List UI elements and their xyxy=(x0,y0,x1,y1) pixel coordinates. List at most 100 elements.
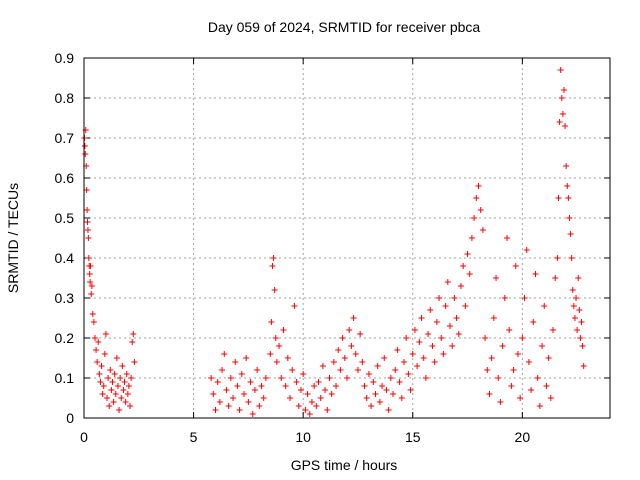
data-point xyxy=(125,383,132,389)
data-point xyxy=(508,383,515,389)
data-point xyxy=(482,335,489,341)
data-point xyxy=(539,343,546,349)
data-point xyxy=(390,391,397,397)
data-point xyxy=(273,359,280,365)
data-point xyxy=(563,163,570,169)
data-point xyxy=(297,387,304,393)
data-point xyxy=(128,375,135,381)
data-point xyxy=(130,331,137,337)
data-point xyxy=(317,395,324,401)
data-point xyxy=(490,315,497,321)
data-point xyxy=(90,319,97,325)
x-axis-ticks: 0 5 10 15 20 xyxy=(80,58,530,445)
data-point xyxy=(530,319,537,325)
data-point xyxy=(560,87,567,93)
data-point xyxy=(88,291,95,297)
data-point xyxy=(127,403,134,409)
data-point xyxy=(101,351,108,357)
data-point xyxy=(270,255,277,261)
data-point xyxy=(368,403,375,409)
y-tick-label: 0.6 xyxy=(55,170,75,186)
data-point xyxy=(227,375,234,381)
data-point xyxy=(271,287,278,293)
data-point xyxy=(477,207,484,213)
data-point xyxy=(344,375,350,381)
y-tick-label: 0.8 xyxy=(55,90,75,106)
data-point xyxy=(335,347,342,353)
data-point xyxy=(119,363,126,369)
x-tick-label: 10 xyxy=(295,429,311,445)
data-point xyxy=(573,295,580,301)
data-point xyxy=(473,195,480,201)
data-point xyxy=(576,307,583,313)
data-point xyxy=(302,407,309,413)
data-point xyxy=(359,359,366,365)
data-point xyxy=(86,271,93,277)
data-point xyxy=(256,403,263,409)
data-point xyxy=(109,379,116,385)
data-point xyxy=(243,355,250,361)
data-point xyxy=(326,375,333,381)
data-point xyxy=(240,391,247,397)
data-point xyxy=(381,355,388,361)
data-point xyxy=(300,371,307,377)
data-point xyxy=(374,363,381,369)
data-point xyxy=(357,331,364,337)
data-point xyxy=(488,355,495,361)
data-point xyxy=(547,395,554,401)
data-point xyxy=(552,275,559,281)
data-point xyxy=(521,295,528,301)
data-point xyxy=(457,283,464,289)
data-point xyxy=(407,387,414,393)
data-point xyxy=(499,343,506,349)
data-point xyxy=(89,311,96,317)
data-point xyxy=(258,383,265,389)
data-point xyxy=(510,367,517,373)
data-point xyxy=(324,407,331,413)
y-tick-label: 0.5 xyxy=(55,210,75,226)
data-point xyxy=(569,287,576,293)
data-point xyxy=(517,395,524,401)
data-point xyxy=(346,327,353,333)
data-point xyxy=(88,283,95,289)
data-point xyxy=(497,399,504,405)
data-point xyxy=(433,319,440,325)
data-point xyxy=(580,363,587,369)
data-point xyxy=(455,331,462,337)
data-point xyxy=(93,347,100,353)
data-point xyxy=(460,263,467,269)
data-point xyxy=(267,351,274,357)
data-point xyxy=(363,395,370,401)
x-axis-label: GPS time / hours xyxy=(291,457,398,473)
data-point xyxy=(95,339,102,345)
x-tick-label: 15 xyxy=(405,429,421,445)
data-point xyxy=(97,379,104,385)
data-point xyxy=(431,359,438,365)
data-point xyxy=(100,383,107,389)
data-point xyxy=(512,263,519,269)
data-point xyxy=(444,279,451,285)
data-point xyxy=(328,391,335,397)
data-point xyxy=(96,371,103,377)
data-point xyxy=(479,227,486,233)
data-point xyxy=(519,335,526,341)
data-point xyxy=(319,363,326,369)
data-point xyxy=(238,371,245,377)
data-point xyxy=(107,367,114,373)
data-point xyxy=(91,335,98,341)
data-point xyxy=(98,363,105,369)
data-point xyxy=(268,319,275,325)
data-point xyxy=(223,387,230,393)
data-point xyxy=(113,355,120,361)
data-point xyxy=(221,351,228,357)
data-point xyxy=(387,375,394,381)
data-point xyxy=(416,339,423,345)
data-point xyxy=(280,327,287,333)
data-point xyxy=(579,343,586,349)
data-point xyxy=(84,207,91,213)
data-point xyxy=(562,123,569,129)
data-point xyxy=(575,275,582,281)
data-point xyxy=(85,255,92,261)
data-point xyxy=(556,119,563,125)
data-point xyxy=(440,351,447,357)
